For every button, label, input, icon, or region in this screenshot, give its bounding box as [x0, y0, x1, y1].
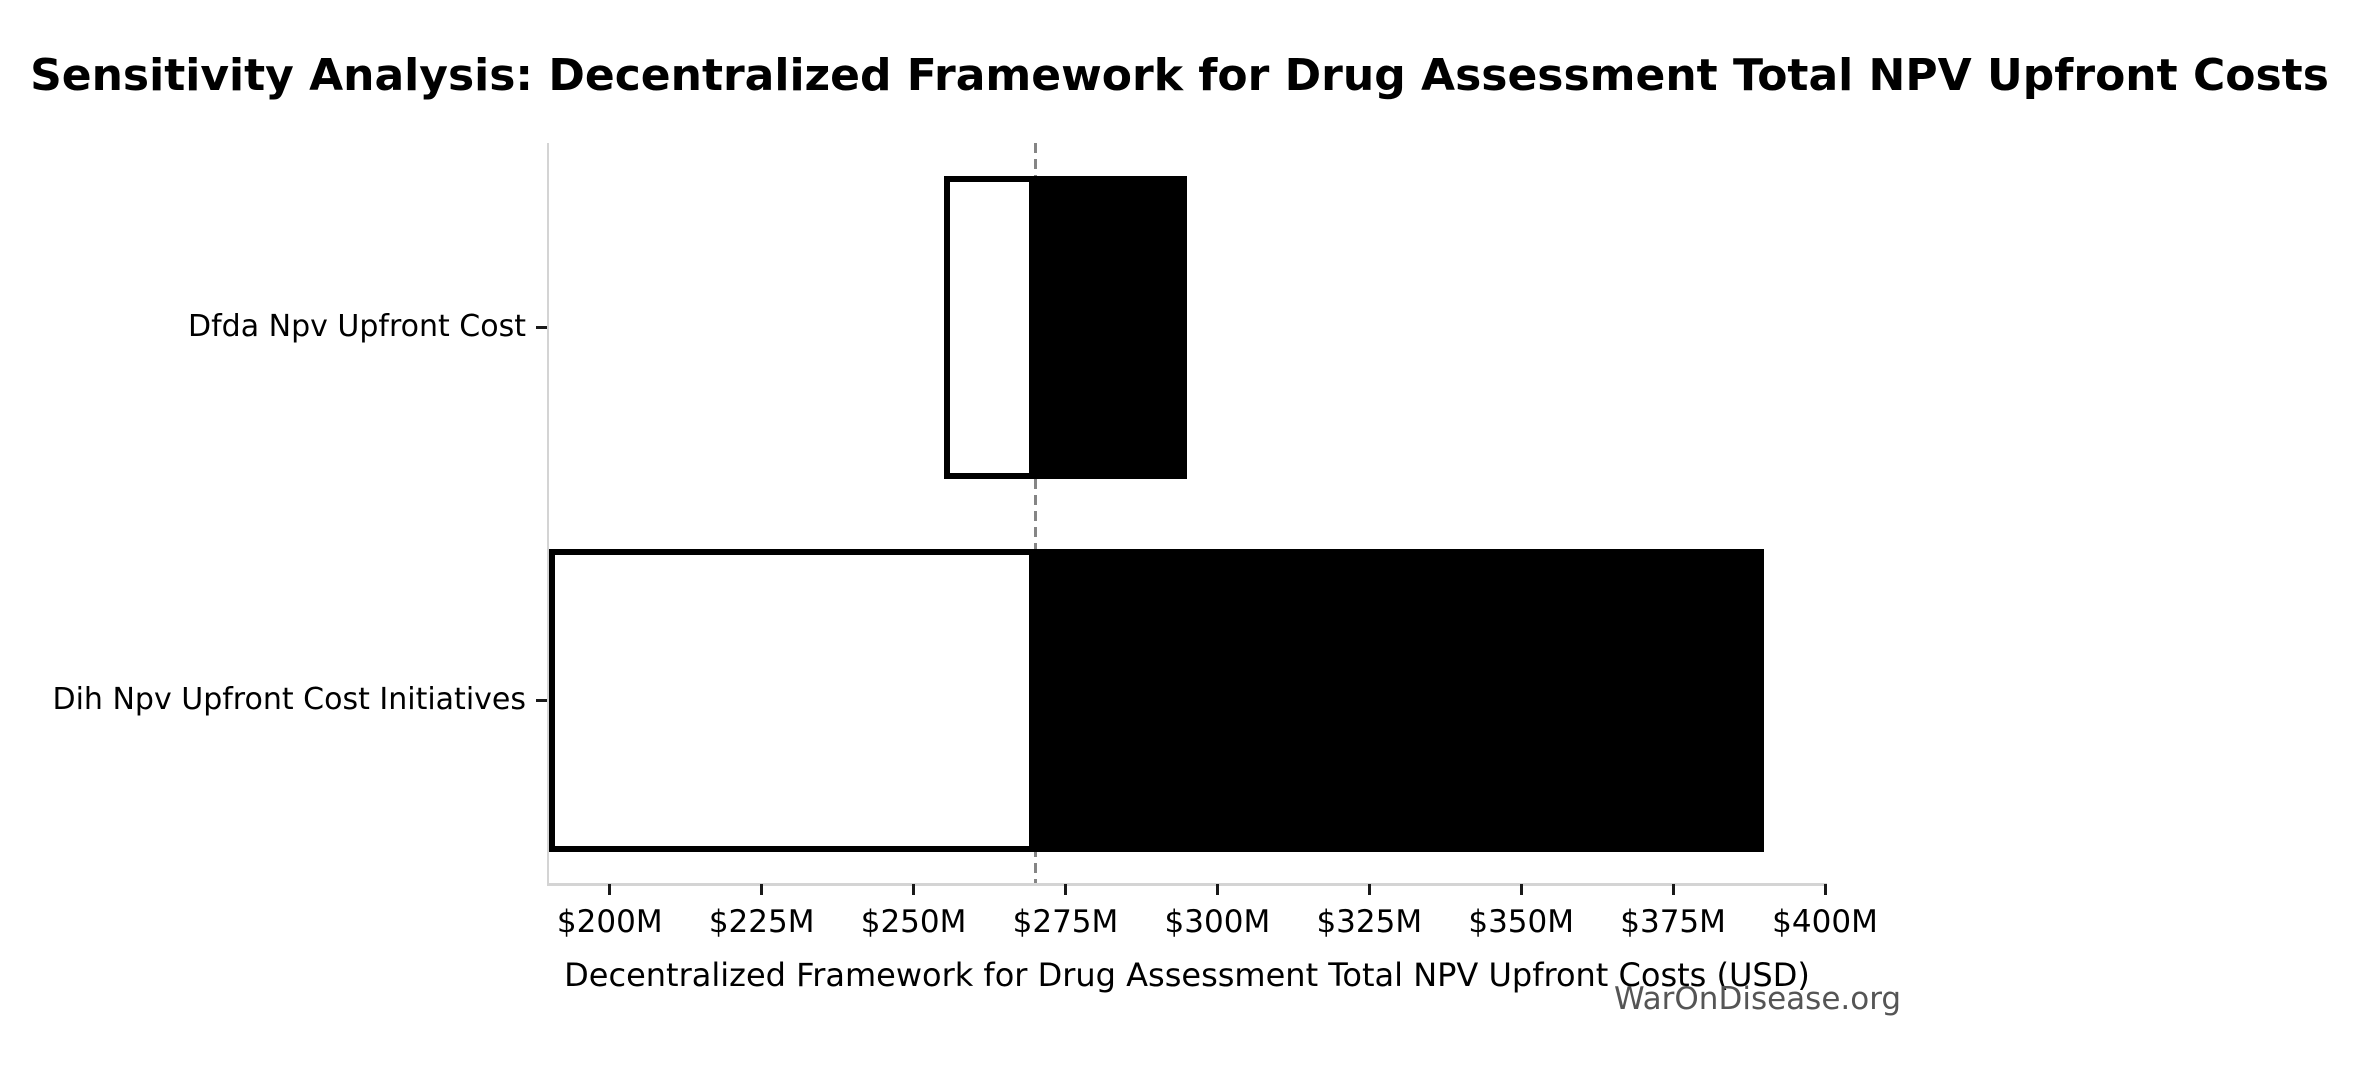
x-tick-mark [1671, 884, 1675, 895]
x-tick-label: $200M [556, 904, 663, 940]
y-tick-mark [536, 325, 547, 329]
x-tick-label: $250M [860, 904, 967, 940]
bar-high-segment [1035, 175, 1187, 479]
x-tick-label: $350M [1468, 904, 1574, 940]
x-tick-label: $325M [1316, 904, 1423, 940]
baseline-dashed-line [1033, 143, 1037, 883]
x-tick-mark [608, 884, 612, 895]
x-tick-mark [1367, 884, 1371, 895]
watermark-text: WarOnDisease.org [1614, 981, 1902, 1017]
x-tick-mark [1823, 884, 1827, 895]
x-tick-mark [1063, 884, 1067, 895]
x-tick-label: $400M [1772, 904, 1878, 940]
y-tick-mark [536, 698, 547, 702]
x-tick-mark [1215, 884, 1219, 895]
bar-low-segment [943, 175, 1036, 479]
chart-title: Sensitivity Analysis: Decentralized Fram… [30, 50, 2329, 101]
x-tick-mark [760, 884, 764, 895]
x-tick-mark [1519, 884, 1523, 895]
y-axis-spine [546, 143, 549, 885]
x-tick-label: $300M [1164, 904, 1271, 940]
plot-area [549, 143, 1825, 883]
x-tick-mark [912, 884, 916, 895]
bar-low-segment [549, 548, 1036, 852]
x-axis-spine [546, 883, 1827, 886]
x-tick-label: $275M [1012, 904, 1119, 940]
x-tick-label: $375M [1620, 904, 1726, 940]
x-axis-label: Decentralized Framework for Drug Assessm… [564, 956, 1810, 994]
y-tick-label: Dih Npv Upfront Cost Initiatives [52, 682, 526, 717]
x-tick-label: $225M [708, 904, 815, 940]
y-tick-label: Dfda Npv Upfront Cost [188, 309, 526, 344]
bar-high-segment [1035, 548, 1765, 852]
